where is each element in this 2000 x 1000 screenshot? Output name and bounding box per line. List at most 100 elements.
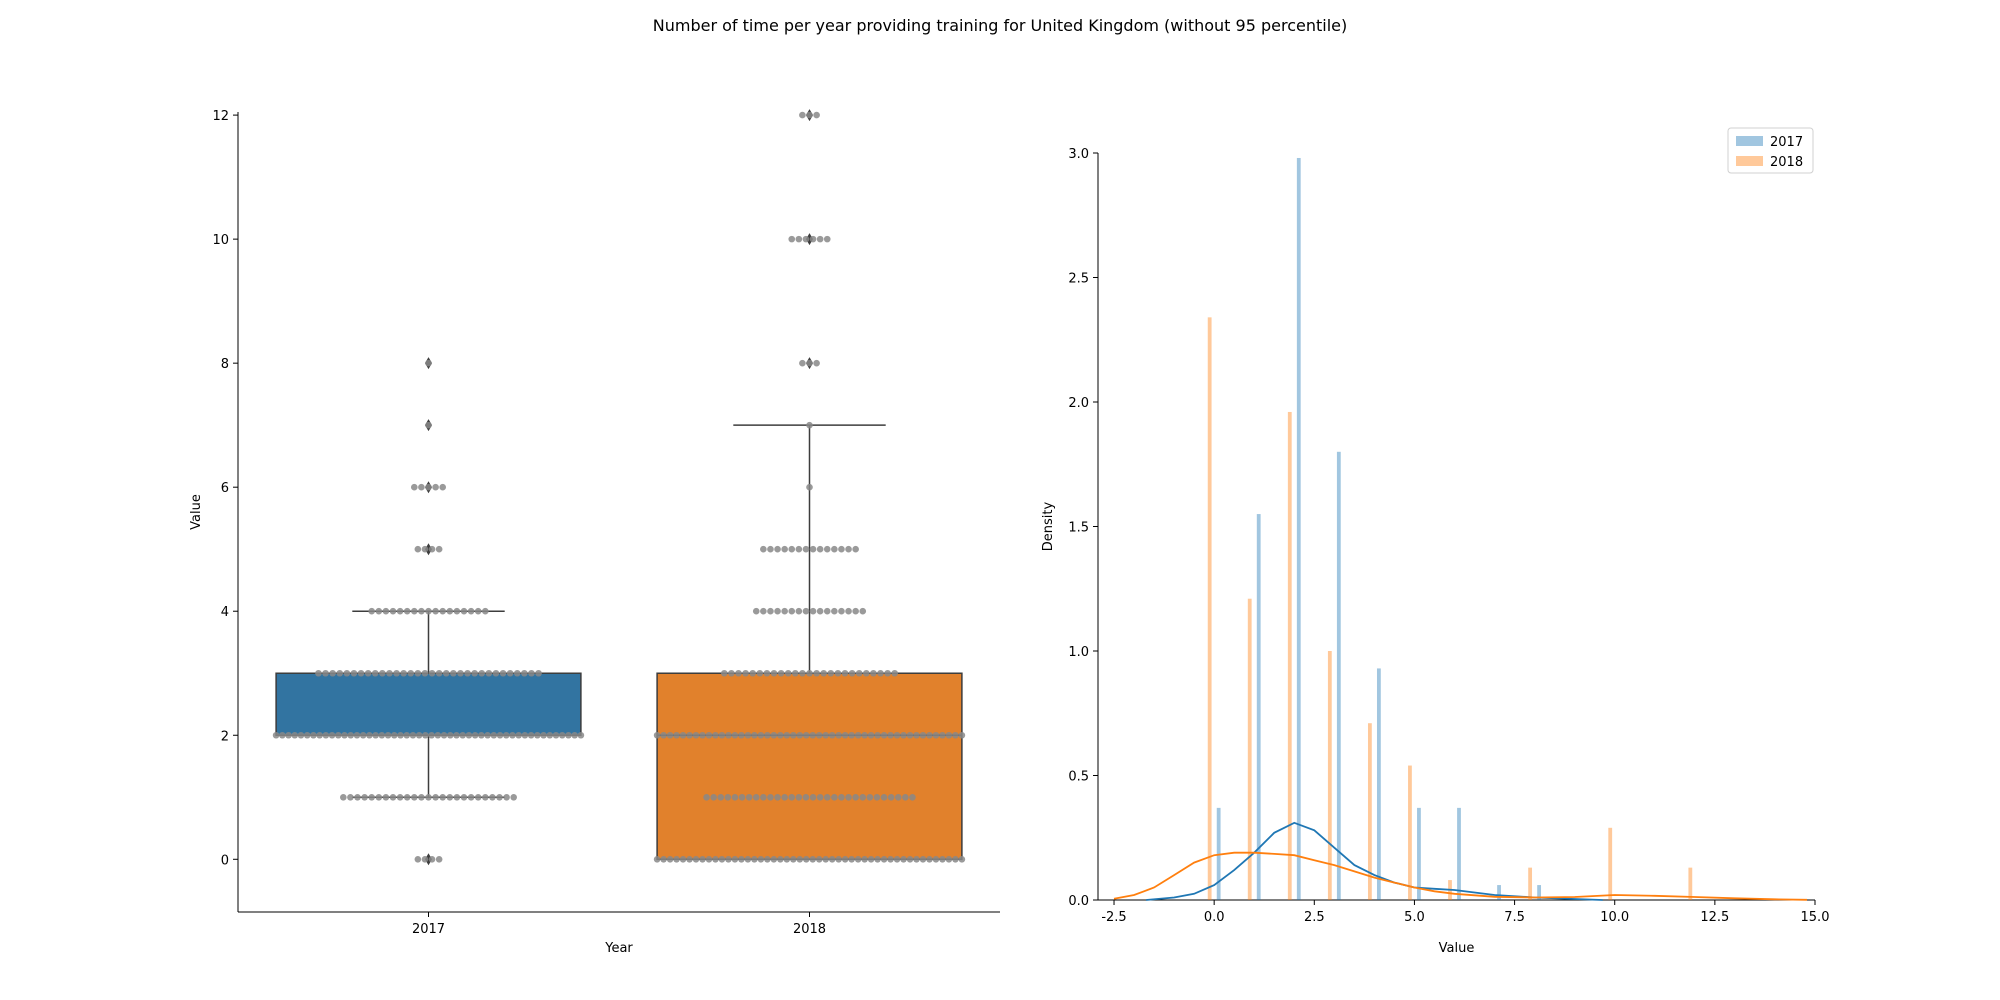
swarm-point [357, 669, 365, 677]
swarm-point [528, 669, 535, 677]
swarm-point [446, 607, 454, 615]
swarm-point [919, 731, 927, 739]
swarm-point [806, 359, 813, 367]
x-tick-label: 2017 [412, 922, 445, 937]
hist-bar-2018 [1608, 827, 1613, 900]
swarm-point [459, 731, 467, 739]
swarm-point [467, 607, 475, 615]
swarm-point [496, 731, 504, 739]
swarm-point [902, 793, 909, 801]
swarm-point [831, 607, 838, 615]
swarm-point [828, 855, 836, 863]
swarm-point [764, 731, 771, 739]
swarm-point [435, 669, 443, 677]
swarm-point [906, 855, 914, 863]
swarm-point [806, 669, 813, 677]
swarm-point [823, 793, 831, 801]
swarm-point [474, 607, 482, 615]
swarm-point [834, 669, 842, 677]
swarm-point [712, 731, 719, 739]
swarm-point [816, 545, 824, 553]
swarm-point [939, 731, 946, 739]
swarm-point [411, 607, 418, 615]
swarm-point [450, 669, 457, 677]
swarm-point [861, 855, 868, 863]
swarm-point [705, 855, 713, 863]
swarm-point [340, 793, 347, 801]
swarm-point [366, 731, 373, 739]
swarm-point [841, 731, 849, 739]
swarm-point [384, 731, 392, 739]
swarm-point [474, 793, 482, 801]
swarm-point [534, 731, 541, 739]
swarm-point [838, 545, 845, 553]
swarm-point [490, 731, 498, 739]
swarm-point [354, 793, 361, 801]
swarm-point [870, 669, 877, 677]
swarm-point [457, 669, 464, 677]
swarm-point [913, 731, 920, 739]
swarm-point [382, 607, 390, 615]
y-axis-label: Density [1041, 501, 1056, 551]
swarm-point [795, 235, 803, 243]
swarm-point [815, 731, 823, 739]
swarm-point [880, 793, 888, 801]
swarm-point [854, 855, 862, 863]
swarm-point [335, 731, 342, 739]
swarm-point [336, 669, 344, 677]
swarm-point [909, 793, 916, 801]
swarm-point [789, 731, 797, 739]
swarm-point [393, 669, 400, 677]
swarm-point [710, 793, 717, 801]
swarm-point [809, 793, 817, 801]
swarm-point [679, 731, 687, 739]
swarm-point [432, 483, 439, 491]
swarm-point [390, 731, 398, 739]
swarm-point [546, 731, 554, 739]
swarm-point [751, 855, 758, 863]
swarm-point [396, 607, 404, 615]
swarm-point [692, 855, 700, 863]
swarm-point [660, 855, 667, 863]
y-tick-label: 0.0 [1068, 894, 1089, 909]
swarm-point [796, 731, 804, 739]
swarm-point [802, 235, 810, 243]
swarm-point [945, 855, 953, 863]
x-tick-label: 2.5 [1304, 910, 1325, 925]
swarm-point [783, 855, 791, 863]
swarm-point [712, 855, 719, 863]
swarm-point [760, 545, 767, 553]
swarm-point [425, 421, 432, 429]
swarm-point [777, 731, 784, 739]
hist-bar-2017 [1537, 885, 1542, 900]
swarm-point [926, 731, 933, 739]
swarm-point [364, 669, 372, 677]
swarm-point [442, 669, 450, 677]
swarm-point [820, 669, 827, 677]
swarm-point [919, 855, 927, 863]
swarm-point [756, 669, 764, 677]
swarm-point [375, 607, 383, 615]
hist-bar-2018 [1287, 411, 1292, 900]
swarm-point [958, 731, 966, 739]
swarm-point [310, 731, 317, 739]
legend-label-2018: 2018 [1770, 155, 1803, 170]
swarm-point [757, 855, 765, 863]
swarm-point [838, 793, 845, 801]
swarm-point [418, 793, 425, 801]
y-tick-label: 2.0 [1068, 396, 1089, 411]
swarm-point [760, 607, 767, 615]
swarm-point [721, 669, 728, 677]
swarm-point [744, 855, 752, 863]
swarm-point [428, 669, 436, 677]
swarm-point [774, 793, 781, 801]
swarm-point [813, 669, 820, 677]
swarm-point [368, 793, 376, 801]
swarm-point [446, 793, 454, 801]
swarm-point [802, 793, 810, 801]
swarm-point [751, 731, 758, 739]
swarm-point [841, 855, 849, 863]
swarm-point [845, 545, 852, 553]
swarm-point [770, 731, 778, 739]
swarm-point [809, 731, 817, 739]
